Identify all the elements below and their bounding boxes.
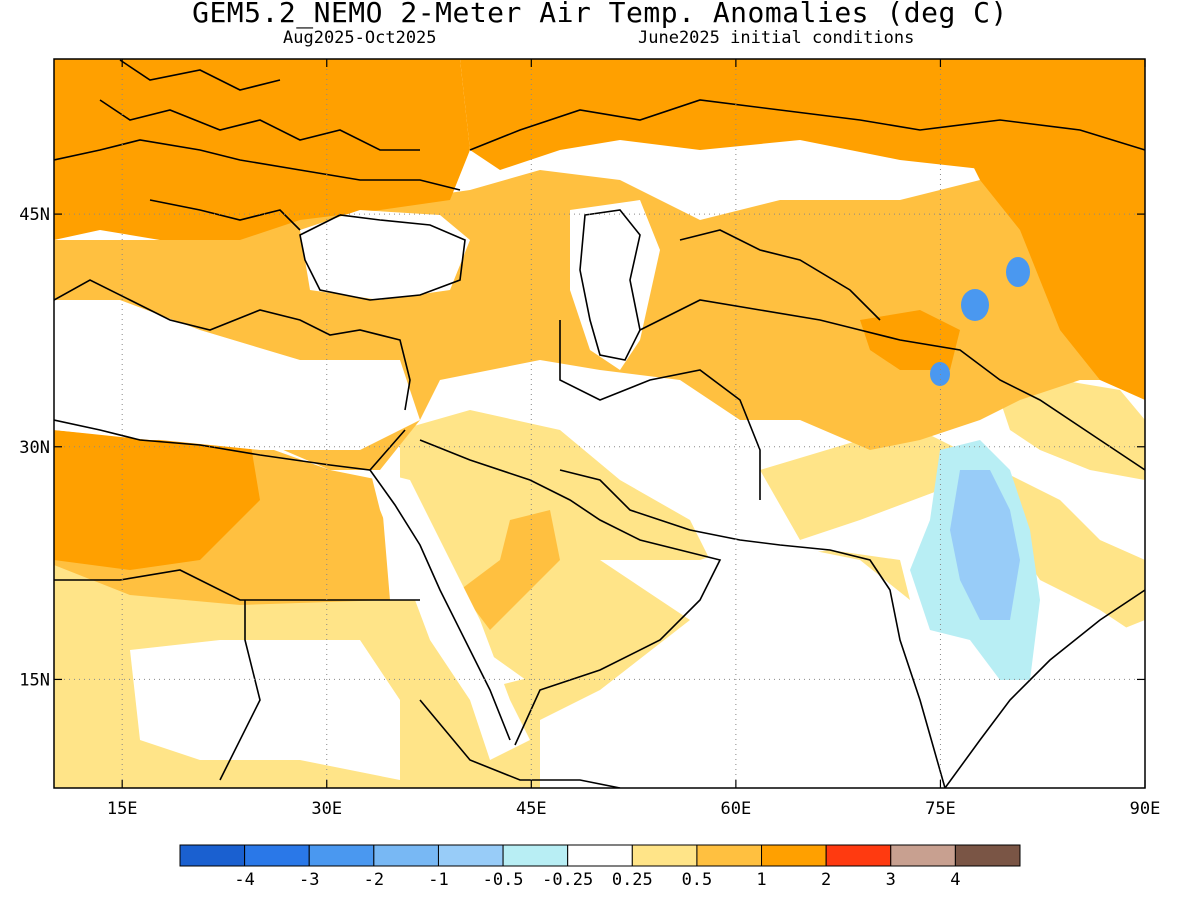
anomaly-area-white-black-sea xyxy=(300,210,470,300)
colorbar-swatch xyxy=(244,844,310,867)
border-africa-1 xyxy=(54,569,420,601)
colorbar-label: -1 xyxy=(428,870,448,890)
coast-mediterranean-north xyxy=(54,279,411,411)
coast-caspian xyxy=(579,209,641,361)
lon-tick-label: 15E xyxy=(107,799,138,819)
border-asia-3 xyxy=(559,320,761,500)
colorbar-swatch xyxy=(954,844,1021,867)
lat-tick-label: 45N xyxy=(19,205,50,225)
anomaly-area-orange-mongolia xyxy=(950,59,1145,400)
coast-india-east xyxy=(944,589,1145,788)
anomaly-area-light-yellow-tibet xyxy=(1000,380,1145,480)
anomaly-spot-negative-tianshan xyxy=(961,289,989,321)
anomaly-area-white-arabian-sea xyxy=(540,540,920,788)
colorbar-swatch xyxy=(308,844,375,867)
colorbar-label: -0.25 xyxy=(542,870,593,890)
lon-tick-label: 90E xyxy=(1130,799,1161,819)
colorbar-swatch xyxy=(502,844,569,867)
axis-ticks: 15E 30E 45E 60E 75E 90E 45N 30N 15N xyxy=(19,59,1160,819)
map-frame xyxy=(53,58,1146,789)
border-africa-2 xyxy=(219,600,261,781)
colorbar-label: 0.25 xyxy=(612,870,653,890)
lon-tick-label: 75E xyxy=(925,799,956,819)
anomaly-area-yellow-orange-arabia xyxy=(460,510,560,630)
coast-arabia-east xyxy=(419,439,722,746)
coast-baltic xyxy=(119,59,281,91)
anomaly-area-white-africa xyxy=(130,640,400,780)
lon-tick-label: 60E xyxy=(721,799,752,819)
colorbar-swatch xyxy=(373,844,439,867)
colorbar-label: 3 xyxy=(886,870,896,890)
colorbar-swatch xyxy=(437,844,504,867)
colorbar-label: 4 xyxy=(950,870,960,890)
border-europe-2 xyxy=(99,99,420,151)
colorbar: -4 -3 -2 -1 -0.5 -0.25 0.25 0.5 1 2 3 4 xyxy=(179,844,1021,890)
colorbar-label: -4 xyxy=(234,870,254,890)
colorbar-swatch xyxy=(890,844,956,867)
border-asia-4 xyxy=(679,229,881,321)
colorbar-swatch xyxy=(696,844,763,867)
anomaly-area-negative-strong-india xyxy=(950,470,1020,620)
initial-conditions-subtitle: June2025 initial conditions xyxy=(638,28,915,48)
colorbar-label: -0.5 xyxy=(483,870,524,890)
anomaly-area-white-mediterranean xyxy=(54,300,420,450)
coast-north-africa xyxy=(54,419,406,471)
coast-red-sea xyxy=(369,469,511,741)
anomaly-area-white-red-sea xyxy=(370,470,530,760)
border-europe-1 xyxy=(54,139,461,191)
coastlines xyxy=(54,59,1145,788)
coast-black-sea xyxy=(299,214,466,301)
lon-tick-label: 45E xyxy=(516,799,547,819)
coast-horn-of-africa xyxy=(419,699,621,788)
coast-persian-gulf xyxy=(559,469,691,531)
period-subtitle: Aug2025-Oct2025 xyxy=(283,28,437,48)
colorbar-label: 2 xyxy=(821,870,831,890)
colorbar-label: -2 xyxy=(364,870,384,890)
colorbar-swatch xyxy=(761,844,827,867)
anomaly-spot-negative-dzungaria xyxy=(1006,257,1030,287)
colorbar-swatch xyxy=(631,844,698,867)
colorbar-label: 1 xyxy=(756,870,766,890)
colorbar-swatch xyxy=(825,844,892,867)
border-asia-2 xyxy=(639,299,1145,471)
lon-tick-label: 30E xyxy=(311,799,342,819)
anomaly-area-white-bay-of-bengal xyxy=(1000,620,1145,788)
gridlines xyxy=(54,59,1145,788)
chart-title: GEM5.2_NEMO 2-Meter Air Temp. Anomalies … xyxy=(192,0,1008,29)
anomaly-area-orange-europe xyxy=(54,59,470,240)
border-europe-3 xyxy=(149,199,301,231)
anomaly-area-orange-tarim xyxy=(860,310,960,370)
coast-pakistan-india xyxy=(689,529,946,788)
anomaly-field xyxy=(54,59,1145,788)
border-asia-1 xyxy=(469,99,1145,151)
colorbar-swatch xyxy=(179,844,246,867)
colorbar-label: 0.5 xyxy=(682,870,713,890)
anomaly-area-light-yellow-india xyxy=(760,430,1145,640)
lat-tick-label: 15N xyxy=(19,670,50,690)
anomaly-area-orange-sahara xyxy=(54,430,260,570)
colorbar-swatch xyxy=(567,844,633,867)
lat-tick-label: 30N xyxy=(19,438,50,458)
colorbar-label: -3 xyxy=(299,870,319,890)
